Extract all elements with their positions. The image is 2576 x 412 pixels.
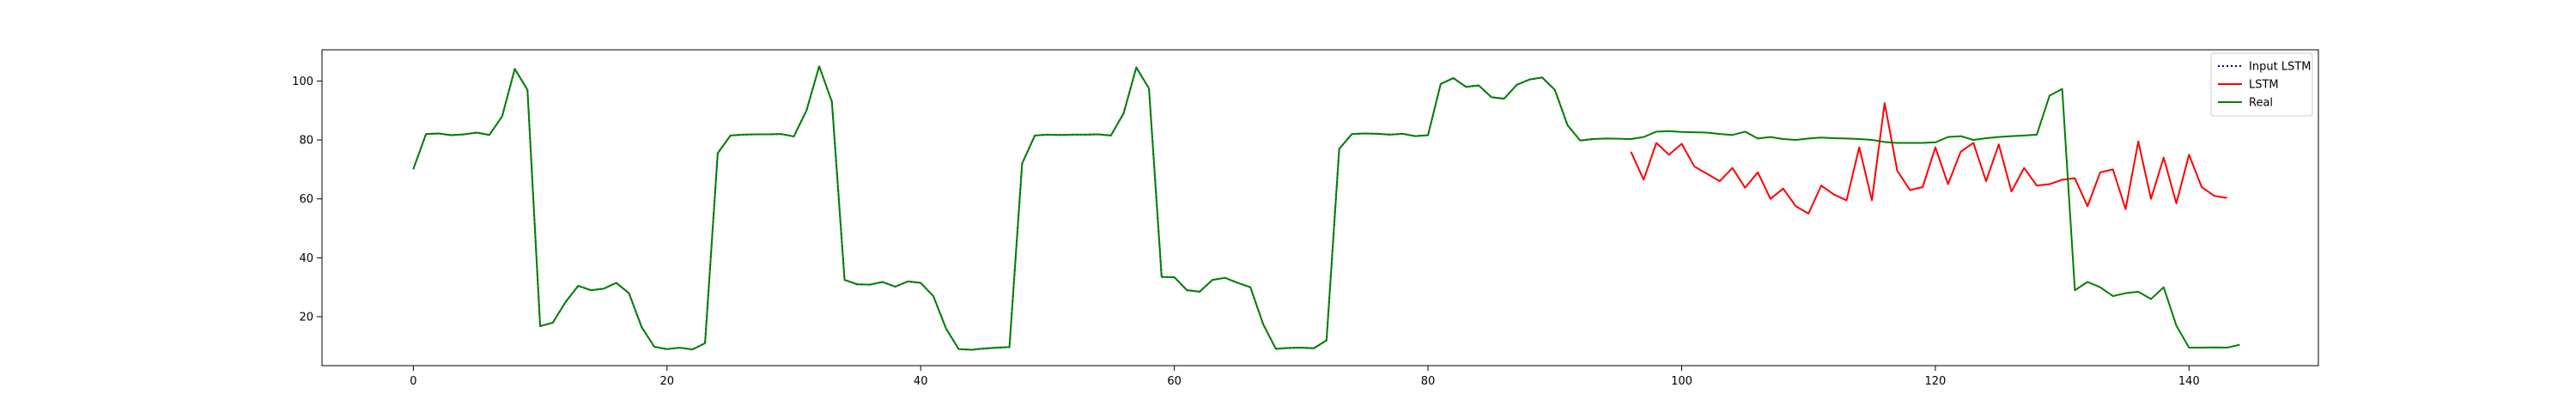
x-tick-label: 80 — [1421, 375, 1436, 388]
x-tick-label: 40 — [914, 375, 928, 388]
series-layer — [412, 65, 2240, 351]
y-tick-label: 40 — [299, 252, 313, 265]
legend-label: Input LSTM — [2249, 61, 2311, 74]
x-axis: 0 20 40 60 80 100 120 140 — [410, 366, 2200, 388]
legend-label: Real — [2249, 97, 2273, 110]
x-tick-label: 100 — [1671, 375, 1692, 388]
legend-label: LSTM — [2249, 79, 2279, 92]
plot-frame — [321, 49, 2319, 367]
y-tick-label: 60 — [299, 193, 313, 206]
series-line-input-lstm — [412, 65, 1594, 351]
y-tick-label: 100 — [292, 76, 313, 88]
legend: Input LSTM LSTM Real — [2210, 52, 2313, 117]
legend-box — [2210, 52, 2313, 117]
series-line-lstm — [1630, 102, 2227, 215]
x-tick-label: 0 — [410, 375, 416, 388]
x-tick-label: 60 — [1167, 375, 1182, 388]
x-tick-label: 20 — [660, 375, 675, 388]
y-tick-label: 20 — [299, 312, 313, 324]
x-tick-label: 120 — [1924, 375, 1946, 388]
y-tick-label: 80 — [299, 135, 313, 148]
y-axis: 20 40 60 80 100 — [292, 76, 322, 324]
series-line-real — [412, 65, 2240, 351]
x-tick-label: 140 — [2178, 375, 2200, 388]
